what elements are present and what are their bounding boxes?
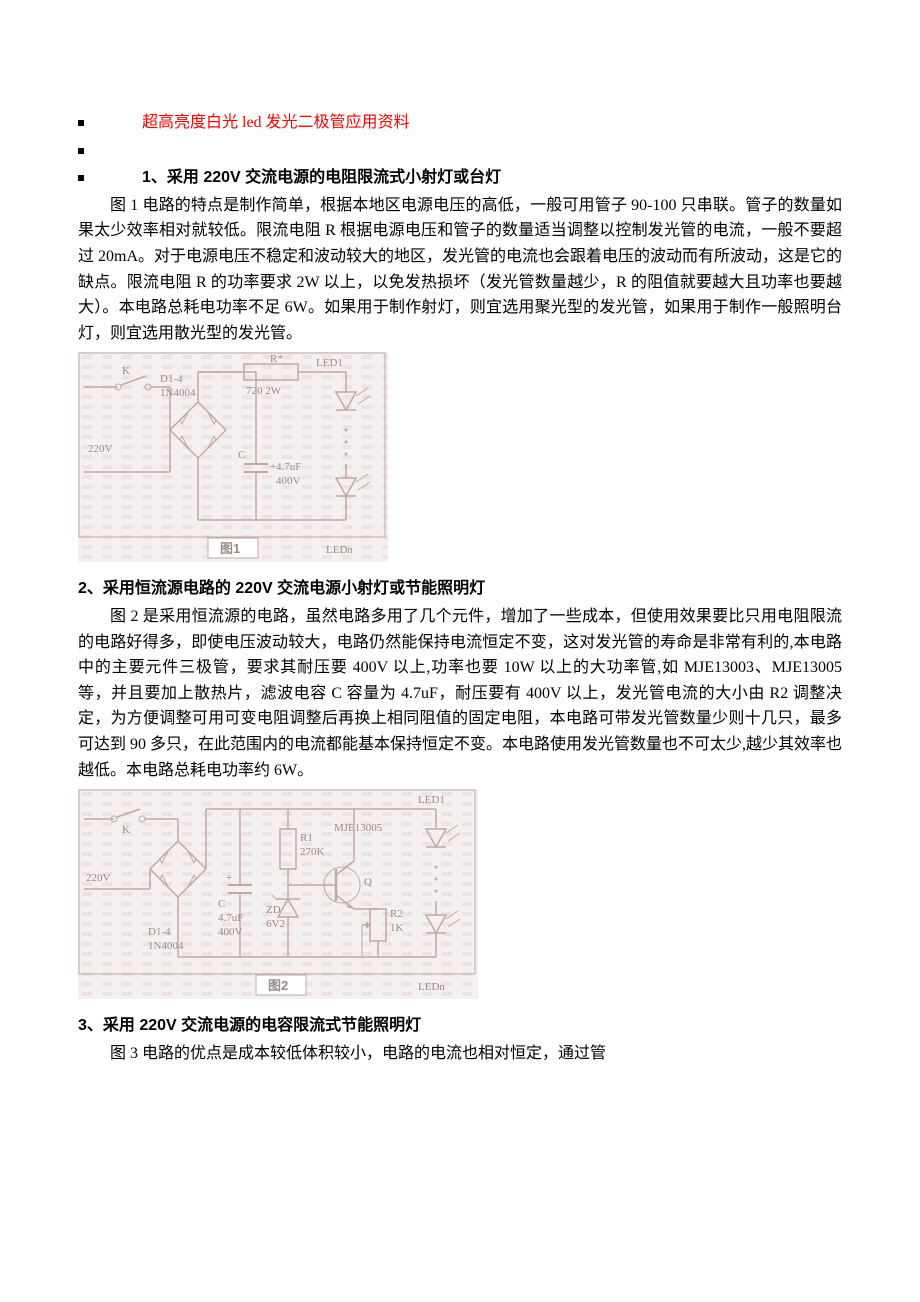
fig2-c-val: 4.7uF	[218, 912, 243, 924]
fig2-c-volt: 400V	[218, 926, 243, 938]
fig1-k-label: K	[122, 365, 130, 377]
document-page: 超高亮度白光 led 发光二极管应用资料 1、采用 220V 交流电源的电阻限流…	[0, 0, 920, 1110]
section2-heading: 2、采用恒流源电路的 220V 交流电源小射灯或节能照明灯	[78, 576, 842, 602]
fig2-r1-label: R1	[300, 832, 313, 844]
section3-paragraph: 图 3 电路的优点是成本较低体积较小，电路的电流也相对恒定，通过管	[78, 1041, 842, 1067]
fig2-r2-label: R2	[390, 908, 403, 920]
fig2-zd-val: 6V2	[266, 918, 285, 930]
fig1-caption: 图1	[220, 541, 240, 556]
bullet-icon	[78, 120, 84, 126]
empty-text	[142, 138, 146, 164]
section2-paragraph: 图 2 是采用恒流源的电路，虽然电路多用了几个元件，增加了一些成本，但使用效果要…	[78, 604, 842, 783]
fig1-c-volt: 400V	[276, 475, 301, 487]
fig2-ac-label: 220V	[86, 872, 111, 884]
fig1-d-part: 1N4004	[160, 387, 196, 399]
bullet-icon	[78, 148, 84, 154]
fig2-r1-val: 270K	[300, 846, 325, 858]
bullet-icon	[78, 175, 84, 181]
figure1-diagram: K 220V D1-4 1N4004	[78, 352, 842, 562]
fig2-k-label: K	[122, 824, 130, 836]
fig1-ledn: LEDn	[326, 544, 353, 556]
section1-heading-row: 1、采用 220V 交流电源的电阻限流式小射灯或台灯	[78, 165, 842, 191]
fig2-q-part: MJE13005	[334, 822, 383, 834]
fig2-r2-val: 1K	[390, 922, 404, 934]
fig1-ac-label: 220V	[88, 443, 113, 455]
fig2-c-label: C	[218, 898, 225, 910]
fig1-r-label: R*	[270, 353, 283, 365]
section1-heading: 1、采用 220V 交流电源的电阻限流式小射灯或台灯	[142, 165, 501, 191]
fig2-led1: LED1	[418, 794, 445, 806]
figure2-diagram: K 220V D1-4 1N4004	[78, 789, 842, 999]
title-row: 超高亮度白光 led 发光二极管应用资料	[78, 110, 842, 136]
fig2-d-label: D1-4	[148, 926, 171, 938]
svg-text:+: +	[226, 872, 232, 884]
section3-heading: 3、采用 220V 交流电源的电容限流式节能照明灯	[78, 1013, 842, 1039]
empty-bullet-row	[78, 138, 842, 164]
fig1-d-label: D1-4	[160, 373, 183, 385]
fig2-ledn: LEDn	[418, 981, 445, 993]
document-title: 超高亮度白光 led 发光二极管应用资料	[142, 110, 410, 136]
section1-paragraph: 图 1 电路的特点是制作简单，根据本地区电源电压的高低，一般可用管子 90-10…	[78, 193, 842, 347]
fig1-c-label: C	[238, 449, 245, 461]
fig2-zd-label: ZD	[266, 904, 281, 916]
fig1-led1: LED1	[316, 357, 343, 369]
fig1-r-val: 720 2W	[246, 385, 282, 397]
fig2-q-label: Q	[364, 876, 372, 888]
fig1-c-val: 4.7uF	[276, 461, 301, 473]
fig2-caption: 图2	[268, 978, 288, 993]
